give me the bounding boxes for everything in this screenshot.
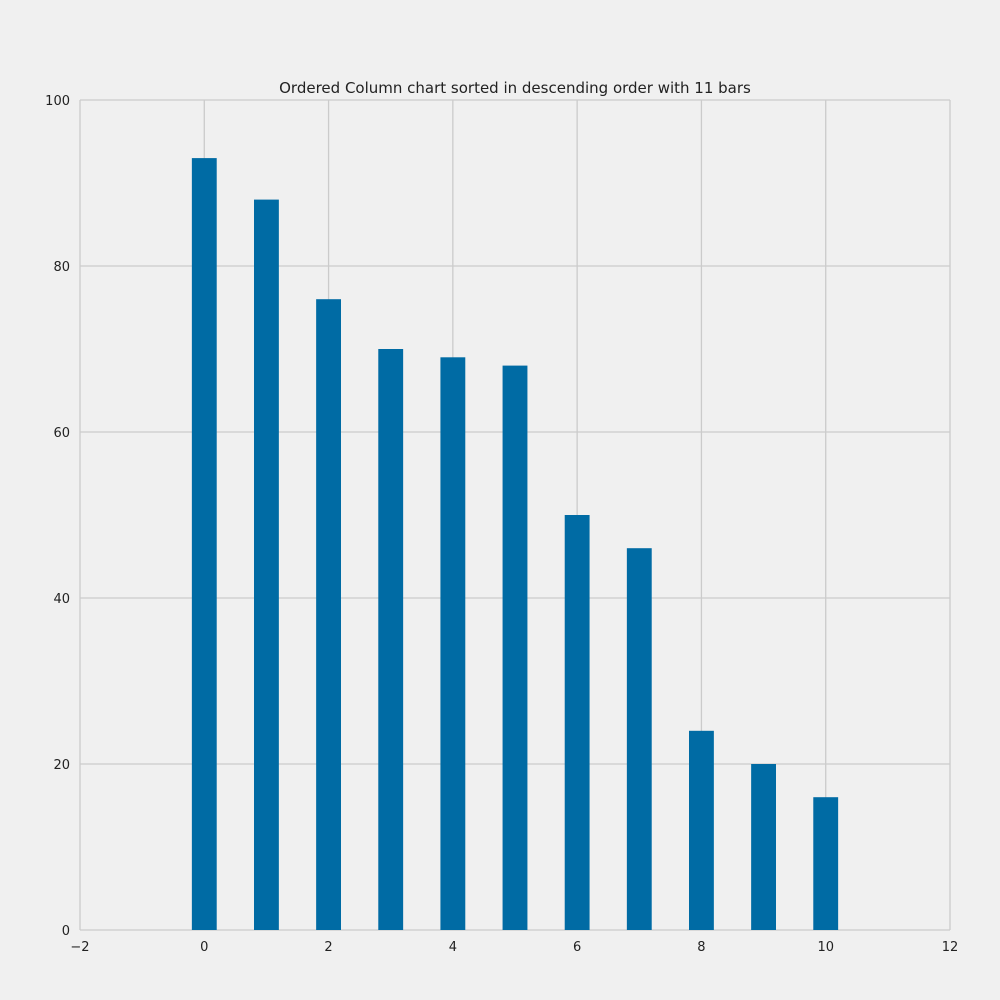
bar-5	[502, 365, 528, 931]
bars	[191, 158, 839, 931]
x-tick-label: 8	[697, 940, 705, 955]
x-tick-label: −2	[70, 940, 89, 955]
bar-9	[751, 764, 776, 930]
bar-4	[440, 357, 466, 930]
y-tick-label: 20	[53, 758, 70, 773]
bar-0	[191, 158, 217, 931]
bar-1	[254, 199, 279, 931]
bar-8	[689, 730, 714, 930]
x-tick-label: 6	[573, 940, 581, 955]
bar-10	[813, 797, 839, 930]
bar-2	[316, 299, 341, 930]
bar-3	[378, 349, 404, 930]
y-axis-ticks: 0 20 40 60 80 100	[45, 94, 70, 939]
x-tick-label: 12	[942, 940, 959, 955]
y-tick-label: 40	[53, 592, 70, 607]
bar-6	[564, 515, 590, 930]
chart-title: Ordered Column chart sorted in descendin…	[279, 79, 751, 97]
x-tick-label: 4	[449, 940, 457, 955]
x-tick-label: 10	[817, 940, 834, 955]
x-axis-ticks: −2 0 2 4 6 8 10 12	[70, 940, 958, 955]
x-tick-label: 2	[324, 940, 332, 955]
y-tick-label: 100	[45, 94, 70, 109]
y-tick-label: 0	[62, 924, 70, 939]
bar-7	[626, 548, 652, 930]
y-tick-label: 80	[53, 260, 70, 275]
y-tick-label: 60	[53, 426, 70, 441]
x-tick-label: 0	[200, 940, 208, 955]
